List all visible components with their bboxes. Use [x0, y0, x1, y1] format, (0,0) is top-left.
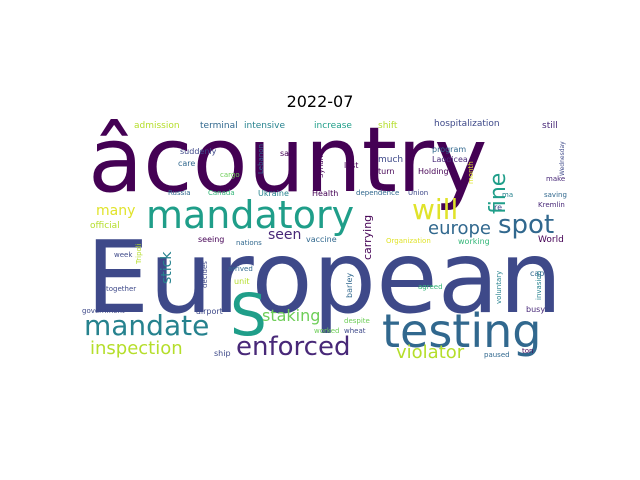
word-europe: europe — [428, 218, 491, 239]
word-admission: admission — [134, 121, 180, 131]
word-hospitalization: hospitalization — [434, 119, 500, 129]
word-seen: seen — [268, 227, 302, 243]
word-violator: violator — [396, 342, 465, 363]
word-canada: Canada — [208, 189, 235, 197]
word-increase: increase — [314, 121, 352, 131]
word-tripoli: Tripoli — [135, 243, 143, 264]
word-vaccine: vaccine — [306, 235, 337, 244]
word-country: âcountry — [88, 108, 488, 213]
word-cap: cap — [530, 269, 545, 278]
word-s: S — [230, 281, 267, 349]
word-agreed: agreed — [418, 283, 443, 291]
word-voluntary: voluntary — [495, 270, 503, 304]
word-week: week — [114, 251, 133, 259]
word-despite: despite — [344, 317, 370, 325]
word-seeing: seeing — [198, 235, 225, 244]
word-arrived: arrived — [228, 265, 253, 273]
word-carrying: carrying — [361, 214, 374, 260]
word-cargo: cargo — [220, 171, 240, 179]
word-inspection: inspection — [90, 338, 183, 359]
word-laodicea: Laodicea — [432, 155, 468, 164]
word-syrian: Syrian — [317, 155, 325, 178]
word-spot: spot — [498, 210, 555, 240]
word-nations: nations — [236, 239, 262, 247]
word-official: official — [90, 221, 120, 231]
word-month: month — [467, 161, 475, 184]
word-care: care — [178, 159, 196, 168]
word-enforced: enforced — [236, 332, 351, 362]
word-unit: unit — [234, 277, 250, 286]
word-european: European — [86, 219, 563, 336]
word-russia: Russia — [168, 189, 191, 197]
word-wheat: wheat — [344, 327, 366, 335]
word-mandatory: mandatory — [146, 193, 355, 237]
word-cloud: European âcountry mandatory testing S ma… — [82, 108, 572, 368]
word-testing: testing — [382, 304, 542, 358]
word-organization: Organization — [386, 237, 431, 245]
word-last: last — [344, 161, 359, 170]
word-still: still — [542, 121, 558, 131]
word-mandate: mandate — [84, 309, 210, 342]
word-ton: ton — [522, 347, 534, 355]
word-health: Health — [312, 189, 339, 198]
word-shift: shift — [378, 121, 398, 131]
word-together: together — [106, 285, 137, 293]
word-make: make — [546, 175, 566, 183]
word-holding: Holding — [418, 167, 449, 176]
chart-title: 2022-07 — [286, 92, 354, 111]
word-saving: saving — [544, 191, 567, 199]
word-airport: airport — [196, 307, 223, 316]
word-worked: worked — [314, 327, 340, 335]
word-working: working — [458, 237, 490, 246]
word-suddenly: suddenly — [180, 147, 217, 156]
word-stick: stick — [159, 251, 175, 284]
word-many: many — [96, 203, 136, 219]
word-intensive: intensive — [244, 121, 286, 131]
word-busy: busy — [526, 305, 546, 314]
word-will: will — [412, 193, 459, 226]
word-government: government — [82, 307, 125, 315]
word-turn: turn — [378, 167, 395, 176]
word-said: said — [280, 149, 297, 158]
word-barley: barley — [345, 272, 354, 298]
word-ma: ma — [502, 191, 514, 199]
word-lebanon: Lebanon — [257, 144, 265, 174]
word-decides: decides — [201, 261, 209, 288]
word-dependence: dependence — [356, 189, 400, 197]
word-ukraine: Ukraine — [258, 189, 289, 198]
word-paused: paused — [484, 351, 510, 359]
word-re: re — [494, 203, 503, 212]
word-terminal: terminal — [200, 121, 238, 131]
word-much: much — [378, 155, 404, 165]
word-union: Union — [408, 189, 429, 197]
word-wednesday: Wednesday — [559, 141, 566, 176]
word-ship: ship — [214, 349, 231, 358]
word-program: program — [432, 145, 467, 154]
word-kremlin: Kremlin — [538, 201, 565, 209]
word-invasion: invasion — [535, 270, 543, 300]
word-world: World — [538, 235, 564, 245]
word-staking: staking — [262, 306, 321, 325]
